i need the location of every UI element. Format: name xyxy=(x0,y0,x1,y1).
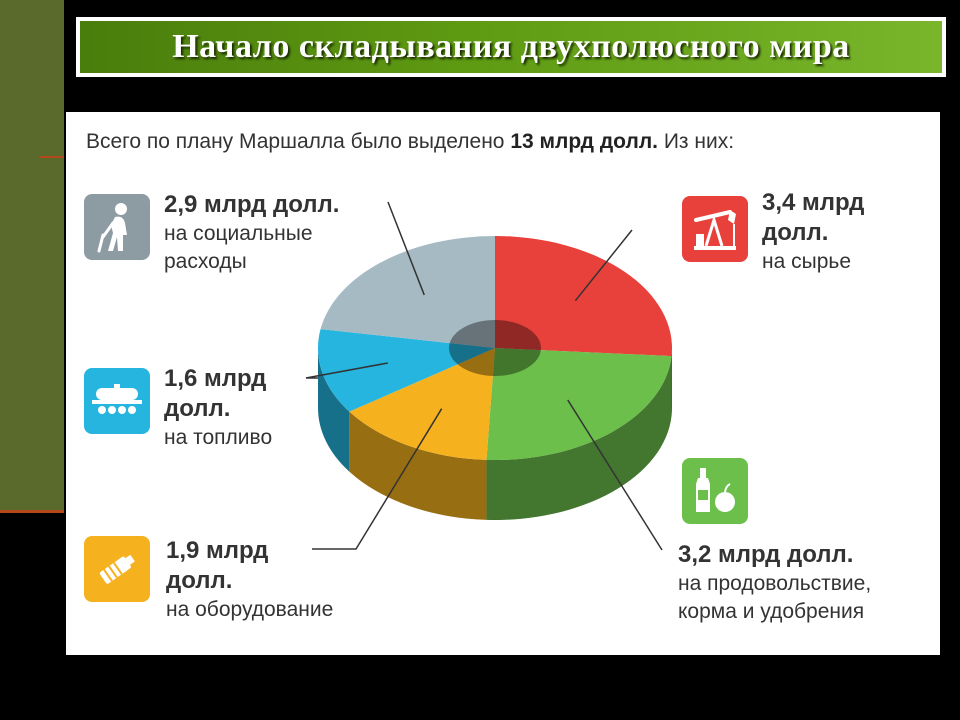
chart-title-suffix: Из них: xyxy=(658,130,735,153)
pie-slice-fuel xyxy=(318,329,495,412)
equipment-label: 1,9 млрд долл. на оборудование xyxy=(166,536,333,624)
slide-title: Начало складывания двухполюсного мира xyxy=(172,28,850,65)
fuel-label: 1,6 млрд долл. на топливо xyxy=(164,364,272,452)
raw-amount-2: долл. xyxy=(762,219,829,246)
raw-desc: на сырье xyxy=(762,250,852,273)
raw-icon-tile xyxy=(682,196,748,262)
pie-slice-equipment xyxy=(349,348,495,460)
pie-side-equipment xyxy=(349,411,487,520)
social-label: 2,9 млрд долл. на социальные расходы xyxy=(164,190,339,276)
elderly-person-icon xyxy=(97,203,127,253)
equipment-desc: на оборудование xyxy=(166,598,334,621)
slide-title-bar: Начало складывания двухполюсного мира xyxy=(80,21,942,73)
equipment-amount-2: долл. xyxy=(166,567,233,594)
leader-line-social xyxy=(387,201,425,296)
pie-chart xyxy=(305,201,673,551)
pie-tops xyxy=(318,236,673,460)
food-amount: 3,2 млрд долл. xyxy=(678,541,854,568)
pie-side-food xyxy=(486,356,672,520)
food-desc: на продовольствие, xyxy=(678,572,872,595)
social-desc-2: расходы xyxy=(164,250,247,273)
raw-amount: 3,4 млрд xyxy=(762,189,865,216)
leader-line-equipment xyxy=(312,408,443,550)
fuel-amount-2: долл. xyxy=(164,395,231,422)
pie-center-hole xyxy=(449,320,541,376)
fuel-icon-tile xyxy=(84,368,150,434)
leader-line-fuel xyxy=(305,362,388,379)
oil-pump-icon xyxy=(694,210,736,250)
infographic-panel: Всего по плану Маршалла было выделено 13… xyxy=(66,112,940,655)
fuel-desc: на топливо xyxy=(164,426,273,449)
slide-title-frame: Начало складывания двухполюсного мира xyxy=(76,17,946,77)
pie-side-fuel xyxy=(318,348,350,472)
social-amount: 2,9 млрд долл. xyxy=(164,191,340,218)
bottle-apple-icon xyxy=(696,468,735,512)
pie-slice-raw xyxy=(495,236,673,357)
chart-title-total: 13 млрд долл. xyxy=(510,130,658,153)
equipment-amount: 1,9 млрд xyxy=(166,537,269,564)
food-label: 3,2 млрд долл. на продовольствие, корма … xyxy=(678,540,871,626)
pie-slice-food xyxy=(486,348,672,460)
social-desc: на социальные xyxy=(164,222,313,245)
side-rule-mark xyxy=(40,156,64,158)
food-desc-2: корма и удобрения xyxy=(678,600,865,623)
chart-title: Всего по плану Маршалла было выделено 13… xyxy=(86,130,734,154)
side-rule-bottom xyxy=(0,510,64,513)
raw-label: 3,4 млрд долл. на сырье xyxy=(762,188,864,276)
fuel-amount: 1,6 млрд xyxy=(164,365,267,392)
leader-line-raw xyxy=(574,229,633,302)
social-icon-tile xyxy=(84,194,150,260)
pie-sides xyxy=(318,348,672,520)
tank-car-icon xyxy=(92,384,142,414)
food-icon-tile xyxy=(682,458,748,524)
pie-slice-social xyxy=(320,236,495,348)
machine-part-icon xyxy=(99,554,135,584)
leader-line-food xyxy=(567,399,663,551)
equipment-icon-tile xyxy=(84,536,150,602)
leader-lines xyxy=(305,201,663,551)
side-panel xyxy=(0,0,64,512)
chart-title-prefix: Всего по плану Маршалла было выделено xyxy=(86,130,511,153)
